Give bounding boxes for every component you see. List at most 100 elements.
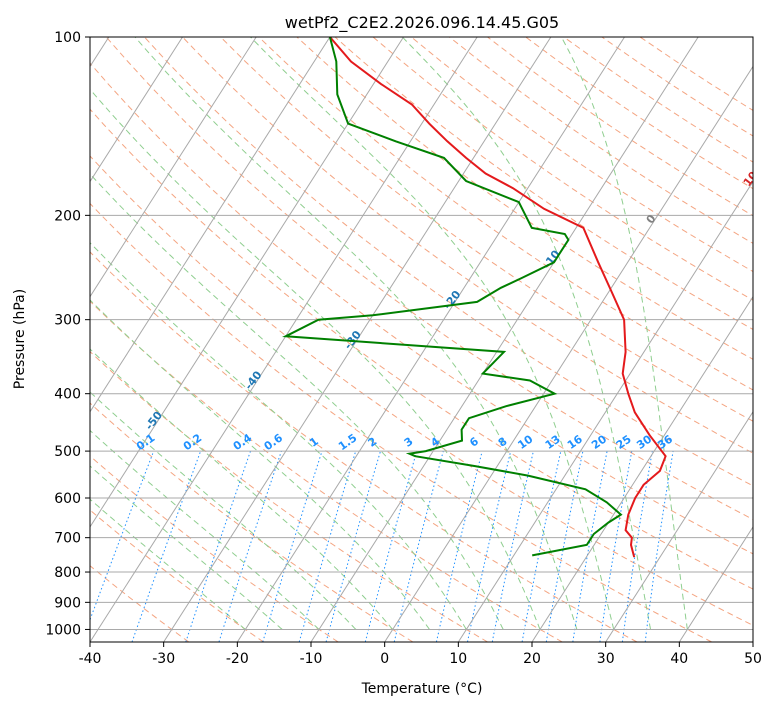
dry-adiabat bbox=[639, 37, 753, 111]
dry-adiabat bbox=[90, 155, 753, 626]
y-tick-label: 900 bbox=[54, 595, 81, 611]
dry-adiabat bbox=[90, 62, 753, 555]
dry-adiabat bbox=[90, 300, 563, 642]
isotherm bbox=[90, 37, 183, 183]
moist-adiabat bbox=[90, 391, 357, 630]
mixing-ratio-label: 6 bbox=[467, 435, 481, 450]
mixing-ratio-line bbox=[298, 450, 357, 642]
dry-adiabat bbox=[258, 37, 753, 391]
x-tick-label: -20 bbox=[226, 651, 249, 667]
dry-adiabat bbox=[601, 37, 753, 137]
mixing-ratio-label: 0.4 bbox=[231, 431, 255, 453]
isotherm bbox=[457, 180, 753, 642]
mixing-ratio-label: 13 bbox=[543, 433, 563, 452]
moist-adiabat bbox=[401, 37, 651, 630]
x-tick-label: -10 bbox=[300, 651, 323, 667]
y-tick-label: 600 bbox=[54, 491, 81, 507]
dry-adiabat bbox=[105, 37, 753, 520]
mixing-ratio-line bbox=[599, 451, 633, 642]
y-tick-label: 500 bbox=[54, 444, 81, 460]
isotherm bbox=[310, 37, 699, 642]
dry-adiabat bbox=[90, 108, 753, 590]
plot-frame bbox=[89, 36, 754, 643]
mixing-ratio-label: 30 bbox=[634, 432, 654, 452]
dry-adiabat bbox=[90, 565, 190, 642]
x-tick-label: 10 bbox=[449, 651, 467, 667]
dry-adiabat bbox=[182, 37, 753, 454]
mixing-ratio-label: 1.5 bbox=[336, 431, 359, 453]
isotherm bbox=[531, 295, 753, 642]
isotherm-label: -40 bbox=[242, 368, 265, 392]
isotherm bbox=[384, 65, 753, 642]
moist-adiabat bbox=[134, 37, 578, 630]
isotherm bbox=[605, 410, 753, 642]
x-tick-label: -30 bbox=[152, 651, 175, 667]
y-tick-label: 700 bbox=[54, 531, 81, 547]
series-line-temperature bbox=[329, 37, 667, 558]
chart-title: wetPf2_C2E2.2026.096.14.45.G05 bbox=[285, 13, 559, 33]
isotherm bbox=[90, 37, 331, 413]
isotherm bbox=[90, 37, 257, 298]
profile-series bbox=[282, 37, 667, 558]
y-axis-ticks: 100 200 300 400 500 600 700 800 900 1000 bbox=[45, 30, 90, 638]
moist-adiabat bbox=[90, 173, 504, 630]
dry-adiabats bbox=[90, 37, 753, 642]
isotherm-label: -50 bbox=[143, 409, 166, 433]
plot-area: -100-90-80-70-60-50-40-30-20-10010203040… bbox=[90, 37, 761, 642]
moist-adiabats bbox=[90, 37, 688, 630]
mixing-ratio-line bbox=[262, 450, 323, 642]
x-tick-label: 0 bbox=[380, 651, 389, 667]
moist-adiabat bbox=[90, 88, 541, 630]
x-tick-label: 20 bbox=[523, 651, 541, 667]
dry-adiabat bbox=[372, 37, 753, 301]
mixing-ratio-line bbox=[325, 450, 381, 642]
isotherm bbox=[752, 641, 753, 642]
x-tick-label: 50 bbox=[744, 651, 762, 667]
mixing-ratio-line bbox=[621, 451, 653, 642]
dry-adiabat bbox=[90, 251, 638, 642]
dry-adiabat bbox=[487, 37, 753, 217]
y-tick-label: 1000 bbox=[45, 622, 81, 638]
mixing-ratio-label: 0.6 bbox=[262, 431, 286, 453]
mixing-ratio-line bbox=[393, 450, 444, 642]
isotherm bbox=[236, 37, 625, 642]
mixing-ratio-line bbox=[364, 450, 418, 642]
mixing-ratio-line bbox=[644, 451, 674, 642]
moist-adiabat bbox=[560, 37, 688, 630]
y-tick-label: 400 bbox=[54, 387, 81, 403]
moist-adiabat bbox=[90, 465, 283, 630]
x-tick-label: 30 bbox=[597, 651, 615, 667]
dry-adiabat bbox=[90, 350, 488, 642]
isotherms bbox=[90, 37, 753, 642]
mixing-ratio-line bbox=[545, 450, 584, 642]
moist-adiabat bbox=[90, 299, 430, 630]
mixing-ratio-label: 36 bbox=[655, 432, 675, 452]
mixing-ratio-label: 20 bbox=[589, 432, 609, 452]
mixing-ratio-label: 8 bbox=[496, 435, 510, 450]
mixing-ratio-line bbox=[572, 451, 608, 642]
y-axis-label: Pressure (hPa) bbox=[12, 289, 28, 389]
mixing-ratio-line bbox=[435, 450, 483, 642]
pressure-gridlines bbox=[90, 37, 753, 630]
mixing-ratio-label: 1 bbox=[307, 435, 321, 450]
mixing-ratio-line bbox=[521, 450, 562, 642]
mixing-ratio-line bbox=[131, 450, 202, 642]
moist-adiabat bbox=[90, 429, 320, 630]
x-tick-label: 40 bbox=[670, 651, 688, 667]
mixing-ratio-line bbox=[491, 450, 534, 642]
y-tick-label: 100 bbox=[54, 30, 81, 46]
isotherm-label: 10 bbox=[741, 169, 761, 189]
dry-adiabat bbox=[410, 37, 753, 273]
mixing-ratio-lines bbox=[90, 450, 674, 642]
mixing-ratio-line bbox=[185, 450, 251, 642]
series-line-dewpoint bbox=[282, 37, 623, 557]
dry-adiabat bbox=[90, 202, 712, 642]
mixing-ratio-line bbox=[90, 450, 155, 622]
mixing-ratio-label: 10 bbox=[515, 432, 535, 452]
mixing-ratio-label: 3 bbox=[402, 435, 416, 450]
y-tick-label: 200 bbox=[54, 208, 81, 224]
moist-adiabat bbox=[250, 37, 615, 630]
isotherm bbox=[163, 37, 552, 642]
isotherm bbox=[678, 525, 753, 642]
